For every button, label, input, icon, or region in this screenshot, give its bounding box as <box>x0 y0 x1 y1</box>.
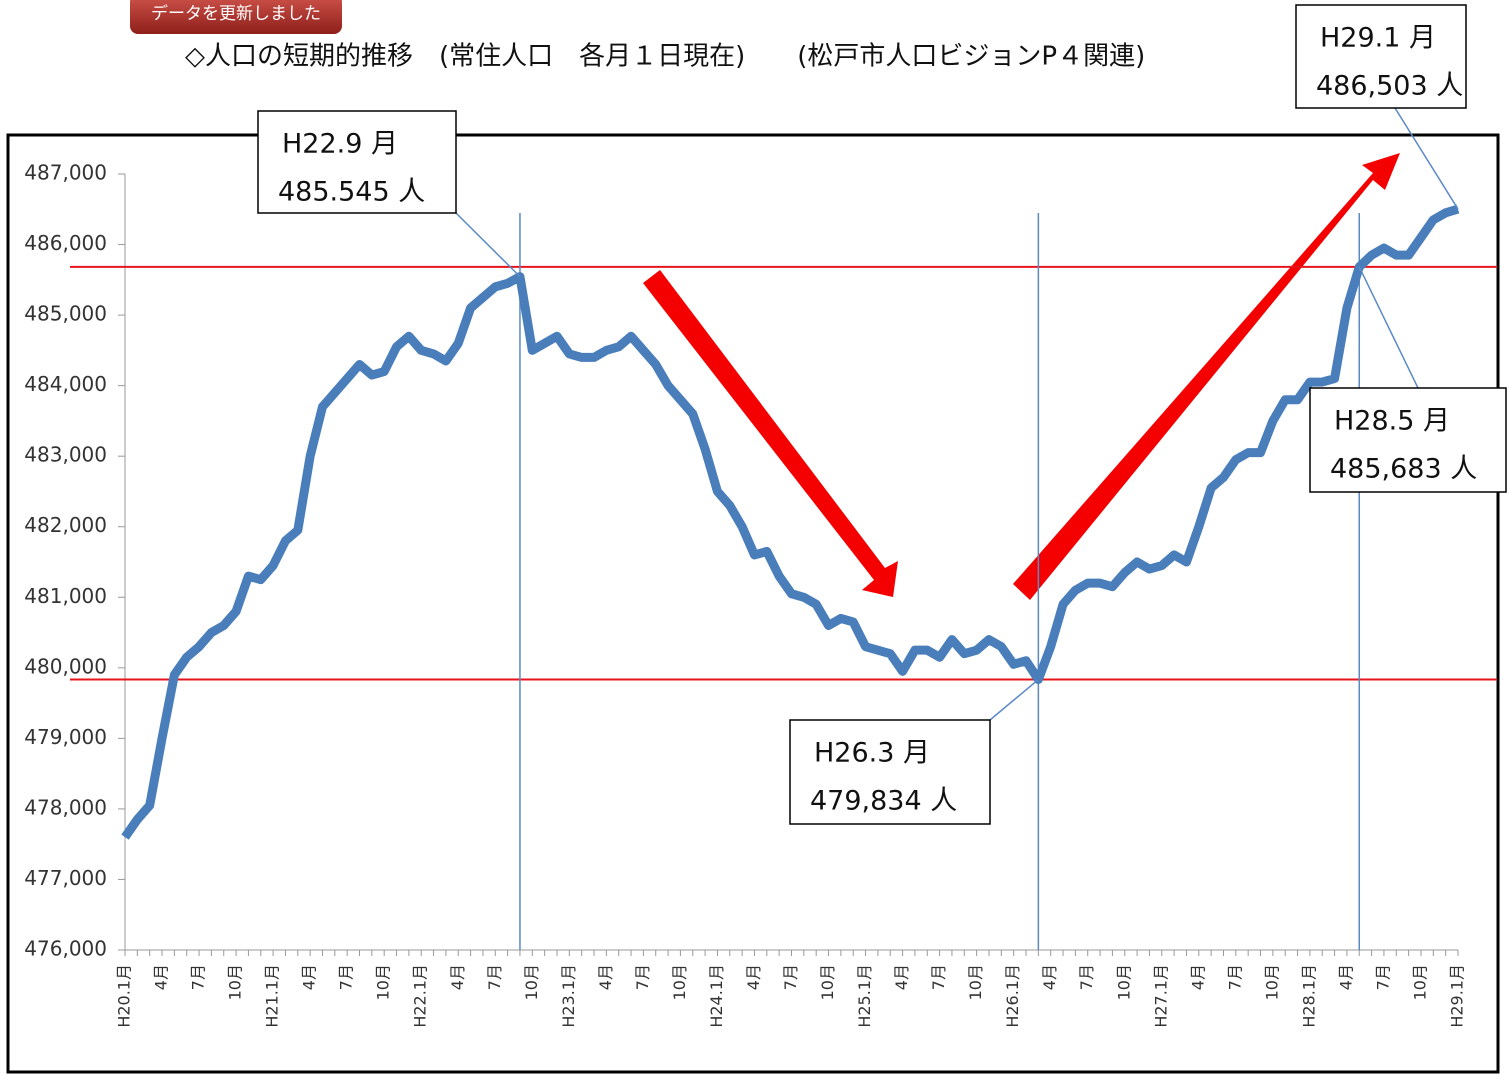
y-tick-label: 479,000 <box>24 725 107 749</box>
x-tick-label: H25.1月 <box>855 964 874 1028</box>
annotation-connector <box>1394 107 1459 210</box>
y-tick-label: 477,000 <box>24 866 107 890</box>
annotation-label: H28.5 月 <box>1334 406 1450 437</box>
annotation-value: 486,503 人 <box>1316 71 1463 102</box>
y-tick-label: 481,000 <box>24 584 107 608</box>
x-tick-label: 7月 <box>929 964 948 990</box>
x-tick-label: H20.1月 <box>115 964 134 1028</box>
x-tick-label: 10月 <box>522 964 541 1000</box>
y-tick-label: 486,000 <box>24 231 107 255</box>
x-tick-label: H21.1月 <box>263 964 282 1028</box>
series-line <box>121 204 1460 840</box>
y-tick-label: 478,000 <box>24 795 107 819</box>
x-tick-label: 7月 <box>781 964 800 990</box>
annotation-box <box>257 110 457 214</box>
x-tick-label: 10月 <box>374 964 393 1000</box>
annotation-connector <box>455 212 521 278</box>
x-tick-label: H22.1月 <box>411 964 430 1028</box>
x-tick-label: 10月 <box>226 964 245 1000</box>
x-tick-label: 7月 <box>1225 964 1244 990</box>
up-arrow <box>1013 153 1400 600</box>
x-tick-label: 7月 <box>1373 964 1392 990</box>
y-tick-label: 482,000 <box>24 513 107 537</box>
chart-title: ◇人口の短期的推移 (常住人口 各月１日現在) (松戸市人口ビジョンP４関連) <box>185 42 1145 72</box>
x-tick-label: 10月 <box>1410 964 1429 1000</box>
y-tick-label: 483,000 <box>24 443 107 467</box>
annotation-connector <box>989 678 1039 721</box>
annotation-label: H26.3 月 <box>814 738 930 769</box>
y-tick-label: 485,000 <box>24 302 107 326</box>
annotation-label: H29.1 月 <box>1320 23 1436 54</box>
x-tick-label: 4月 <box>152 964 171 990</box>
annotation-value: 479,834 人 <box>810 786 957 817</box>
y-tick-label: 484,000 <box>24 372 107 396</box>
x-tick-label: 10月 <box>1114 964 1133 1000</box>
annotation-box <box>1309 387 1507 493</box>
x-tick-label: 7月 <box>633 964 652 990</box>
x-tick-label: 7月 <box>337 964 356 990</box>
x-tick-label: 4月 <box>1040 964 1059 990</box>
x-tick-label: 10月 <box>966 964 985 1000</box>
x-tick-label: H27.1月 <box>1151 964 1170 1028</box>
x-tick-label: 7月 <box>1077 964 1096 990</box>
button-bg[interactable] <box>130 0 342 34</box>
y-tick-label: 480,000 <box>24 654 107 678</box>
annotation-label: H22.9 月 <box>282 129 398 160</box>
x-tick-label: 4月 <box>892 964 911 990</box>
x-tick-label: 4月 <box>448 964 467 990</box>
x-tick-label: 4月 <box>1188 964 1207 990</box>
x-tick-label: 4月 <box>596 964 615 990</box>
x-tick-label: 4月 <box>744 964 763 990</box>
y-tick-label: 476,000 <box>24 937 107 961</box>
x-tick-label: H23.1月 <box>559 964 578 1028</box>
annotation-box <box>1295 4 1467 109</box>
down-arrow <box>643 270 898 597</box>
x-tick-label: H28.1月 <box>1299 964 1318 1028</box>
annotation-value: 485,683 人 <box>1330 454 1477 485</box>
annotation-value: 485.545 人 <box>278 177 425 208</box>
annotation-box <box>789 719 991 825</box>
x-tick-label: 4月 <box>300 964 319 990</box>
annotation-connector <box>1358 266 1419 389</box>
x-tick-label: 10月 <box>670 964 689 1000</box>
x-tick-label: H26.1月 <box>1003 964 1022 1028</box>
x-tick-label: H29.1月 <box>1448 964 1467 1028</box>
frame <box>6 133 1500 1074</box>
y-tick-label: 487,000 <box>24 161 107 185</box>
update-button[interactable]: データを更新しました <box>130 0 342 34</box>
x-tick-label: 10月 <box>1262 964 1281 1000</box>
x-tick-label: 4月 <box>1336 964 1355 990</box>
button-label[interactable]: データを更新しました <box>151 3 321 24</box>
x-tick-label: H24.1月 <box>707 964 726 1028</box>
x-tick-label: 7月 <box>189 964 208 990</box>
x-tick-label: 10月 <box>818 964 837 1000</box>
x-tick-label: 7月 <box>485 964 504 990</box>
